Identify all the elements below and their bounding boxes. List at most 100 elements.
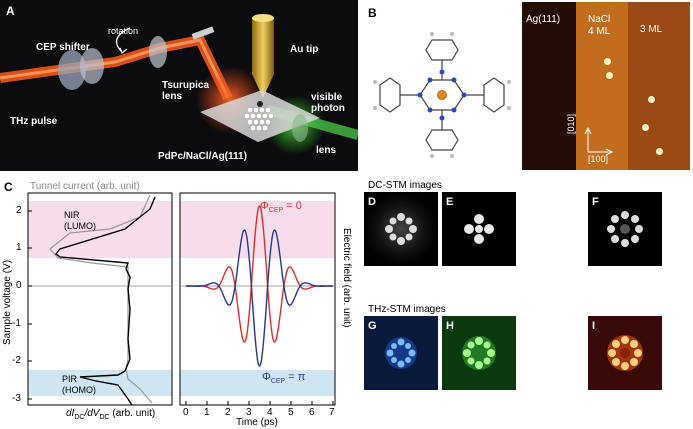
panel-b-label: B	[368, 6, 377, 20]
xtick: 4	[267, 407, 273, 418]
molecule-dot	[656, 148, 663, 155]
panel-c-charts	[27, 192, 336, 406]
lens-1	[58, 50, 86, 90]
image-h	[442, 316, 516, 390]
image-label-i: I	[592, 320, 596, 332]
xtick: 1	[204, 407, 210, 418]
green-lens	[292, 114, 308, 142]
molecule-dot	[648, 96, 655, 103]
ytick: 1	[16, 242, 22, 253]
cep-shifter-label: CEP shifter	[36, 42, 90, 53]
xtick: 7	[329, 407, 335, 418]
ytick: 2	[16, 205, 22, 216]
x-axis-title-left: dIDC/dVDC (arb. unit)	[66, 408, 155, 421]
nacl-ml-label: 4 ML	[588, 26, 611, 37]
didv-label-dv: /dV	[84, 408, 100, 419]
molecule-dot	[604, 58, 611, 65]
panel-a-illustration	[0, 14, 358, 155]
image-f	[588, 192, 662, 266]
xtick: 2	[225, 407, 231, 418]
phi0-sub: CEP	[268, 207, 284, 215]
waveform-cep-0	[186, 205, 333, 343]
phi0-symbol: Φ	[260, 200, 269, 212]
image-label-h: H	[446, 320, 454, 332]
lens-2	[80, 48, 104, 84]
lens-label: lens	[316, 145, 337, 156]
left-frame	[27, 192, 173, 406]
y-axis-title: Sample voltage (V)	[2, 259, 13, 345]
nacl-3ml-region	[628, 2, 690, 170]
au-tip	[252, 18, 274, 74]
sample-label: PdPc/NaCl/Ag(111)	[158, 151, 247, 162]
ytick: -3	[12, 393, 21, 404]
image-d	[364, 192, 438, 266]
xtick: 0	[183, 407, 189, 418]
molecule-dot	[606, 72, 613, 79]
axis-010-label: [010]	[566, 113, 576, 134]
thz-stm-title: THz-STM images	[368, 304, 446, 315]
thz-pulse-label: THz pulse	[10, 116, 58, 127]
pir-label: PIR (HOMO)	[62, 374, 96, 395]
stm-topograph: Ag(111) NaCl 4 ML 3 ML [010] [100]	[522, 2, 690, 170]
image-label-e: E	[446, 196, 454, 208]
nacl-4ml-region	[576, 2, 628, 170]
panel-a: A CEP shifter rotation Au tip Tsurupica …	[0, 0, 358, 171]
axis-100-label: [100]	[588, 154, 609, 164]
nir-label: NIR (LUMO)	[64, 210, 96, 231]
phi0-label: ΦCEP = 0	[260, 200, 302, 214]
didv-label-sub: DC	[74, 414, 85, 421]
image-i-features	[607, 335, 643, 371]
visible-photon-label: visible photon	[311, 92, 345, 114]
homo-band-right	[180, 370, 335, 396]
au-tip-label: Au tip	[290, 44, 319, 55]
didv-label-sub: DC	[99, 414, 110, 421]
xtick: 6	[309, 407, 315, 418]
xtick: 5	[288, 407, 294, 418]
sample-lattice	[244, 107, 274, 131]
image-d-features	[385, 213, 417, 245]
pdpc-molecule-structure	[373, 32, 511, 158]
pd-atom	[437, 90, 447, 100]
image-g-features	[385, 337, 417, 369]
image-i	[588, 316, 662, 390]
image-f-features	[607, 211, 643, 247]
didv-label-unit: (arb. unit)	[109, 408, 156, 419]
waveform-cep-pi	[186, 229, 333, 367]
ag-region	[522, 2, 576, 170]
nacl-label: NaCl	[588, 14, 611, 25]
panel-c-label: C	[4, 180, 13, 194]
didv-curve	[55, 196, 156, 406]
three-ml-label: 3 ML	[640, 24, 663, 35]
x-axis-title-right: Time (ps)	[236, 417, 278, 428]
ytick: 0	[16, 280, 22, 291]
image-e	[442, 192, 516, 266]
image-label-g: G	[368, 320, 377, 332]
image-label-d: D	[368, 196, 376, 208]
phi0-value: = 0	[283, 200, 302, 212]
tunnel-current-curve	[49, 194, 153, 404]
phipi-symbol: Φ	[262, 371, 271, 383]
phipi-value: = π	[285, 371, 306, 383]
axis-arrows	[584, 126, 614, 156]
image-e-features	[464, 214, 494, 244]
molecule-dot	[642, 124, 649, 131]
ytick: -1	[12, 318, 21, 329]
tsurupica-lens	[149, 36, 167, 68]
ag-label: Ag(111)	[526, 14, 561, 25]
tunnel-current-label: Tunnel current (arb. unit)	[30, 181, 140, 192]
tsurupica-label: Tsurupica lens	[162, 80, 210, 102]
didv-label-di: dI	[66, 408, 75, 419]
image-label-f: F	[592, 196, 599, 208]
ytick: -2	[12, 355, 21, 366]
rotation-label: rotation	[108, 26, 139, 36]
mirror	[191, 26, 215, 40]
phipi-label: ΦCEP = π	[262, 371, 305, 385]
dc-stm-title: DC-STM images	[368, 180, 442, 191]
right-frame	[179, 192, 336, 406]
homo-band	[28, 370, 172, 396]
image-g	[364, 316, 438, 390]
image-h-features	[462, 336, 496, 370]
phipi-sub: CEP	[270, 378, 286, 386]
right-y-axis-title: Electric field (arb. unit)	[341, 228, 352, 328]
panel-a-label: A	[6, 4, 15, 18]
